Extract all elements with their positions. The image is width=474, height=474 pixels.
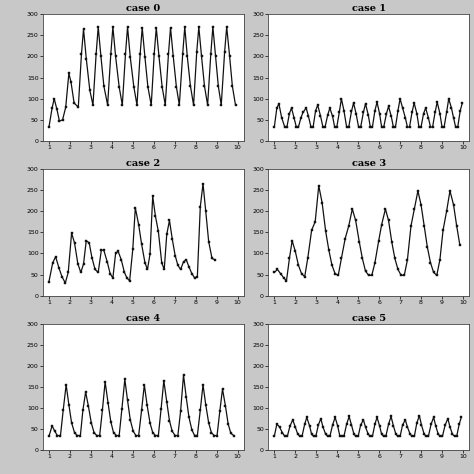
- Title: case 3: case 3: [352, 159, 386, 168]
- Title: case 1: case 1: [352, 4, 386, 13]
- Title: case 2: case 2: [126, 159, 160, 168]
- Title: case 5: case 5: [352, 314, 386, 323]
- Title: case 0: case 0: [126, 4, 160, 13]
- Title: case 4: case 4: [126, 314, 160, 323]
